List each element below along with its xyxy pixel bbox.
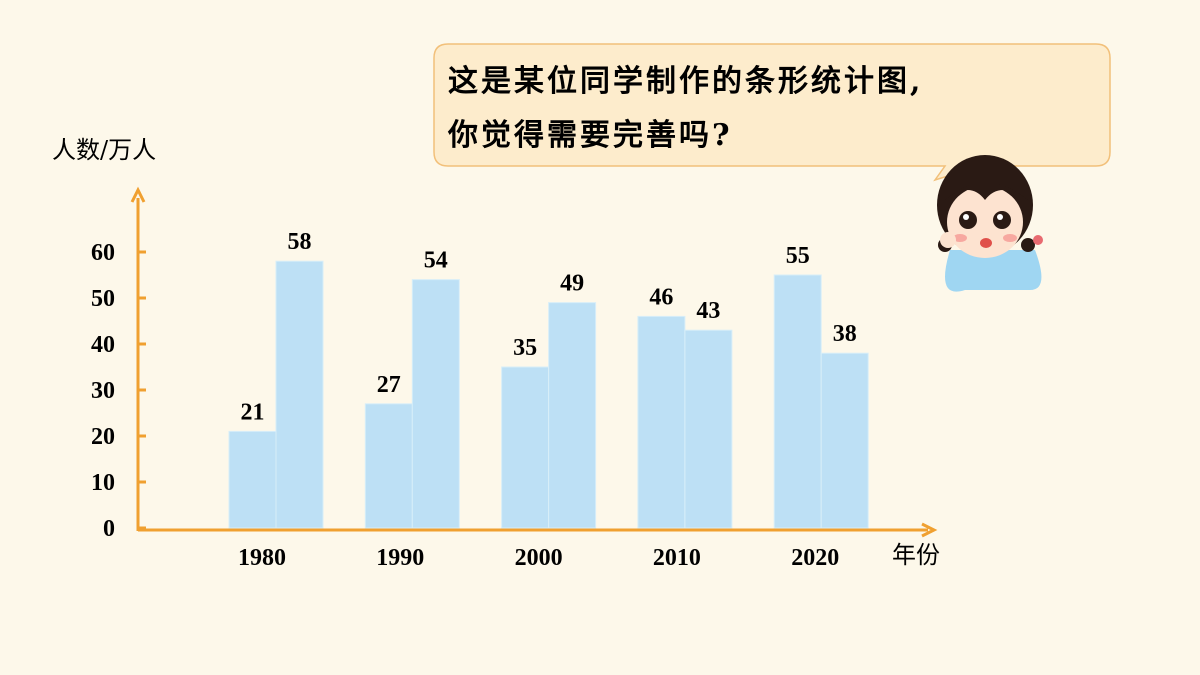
bar — [637, 315, 686, 529]
bar — [411, 279, 460, 529]
y-axis-label: 人数/万人 — [52, 136, 156, 164]
x-tick-label: 2010 — [653, 545, 701, 571]
x-tick-label: 1980 — [238, 545, 286, 571]
y-tick-label: 50 — [91, 286, 115, 312]
y-tick-label: 0 — [103, 516, 115, 542]
data-label: 35 — [513, 335, 537, 361]
data-label: 27 — [377, 372, 401, 398]
bar — [548, 302, 597, 529]
data-label: 49 — [560, 271, 584, 297]
bar — [501, 366, 550, 529]
bubble-line: 你觉得需要完善吗? — [447, 118, 733, 153]
x-tick-label: 2000 — [515, 545, 563, 571]
x-axis-label: 年份 — [892, 541, 940, 569]
bar — [275, 260, 324, 529]
data-label: 54 — [424, 248, 448, 274]
bar — [364, 403, 413, 529]
bar — [820, 352, 869, 529]
bar — [228, 430, 277, 529]
data-label: 55 — [786, 243, 810, 269]
data-label: 46 — [649, 284, 673, 310]
bubble-line: 这是某位同学制作的条形统计图, — [448, 64, 923, 99]
data-label: 43 — [696, 298, 720, 324]
y-tick-label: 60 — [91, 240, 115, 266]
bar — [773, 274, 822, 529]
y-tick-label: 20 — [91, 424, 115, 450]
x-tick-label: 1990 — [376, 545, 424, 571]
data-label: 21 — [241, 399, 265, 425]
girl-illustration — [937, 155, 1043, 292]
y-axis-arrow — [130, 186, 146, 203]
y-tick-label: 10 — [91, 470, 115, 496]
data-label: 58 — [288, 229, 312, 255]
bar — [684, 329, 733, 529]
y-tick-label: 40 — [91, 332, 115, 358]
y-tick-label: 30 — [91, 378, 115, 404]
x-tick-label: 2020 — [791, 545, 839, 571]
x-axis-arrow — [921, 522, 938, 538]
data-label: 38 — [833, 321, 857, 347]
